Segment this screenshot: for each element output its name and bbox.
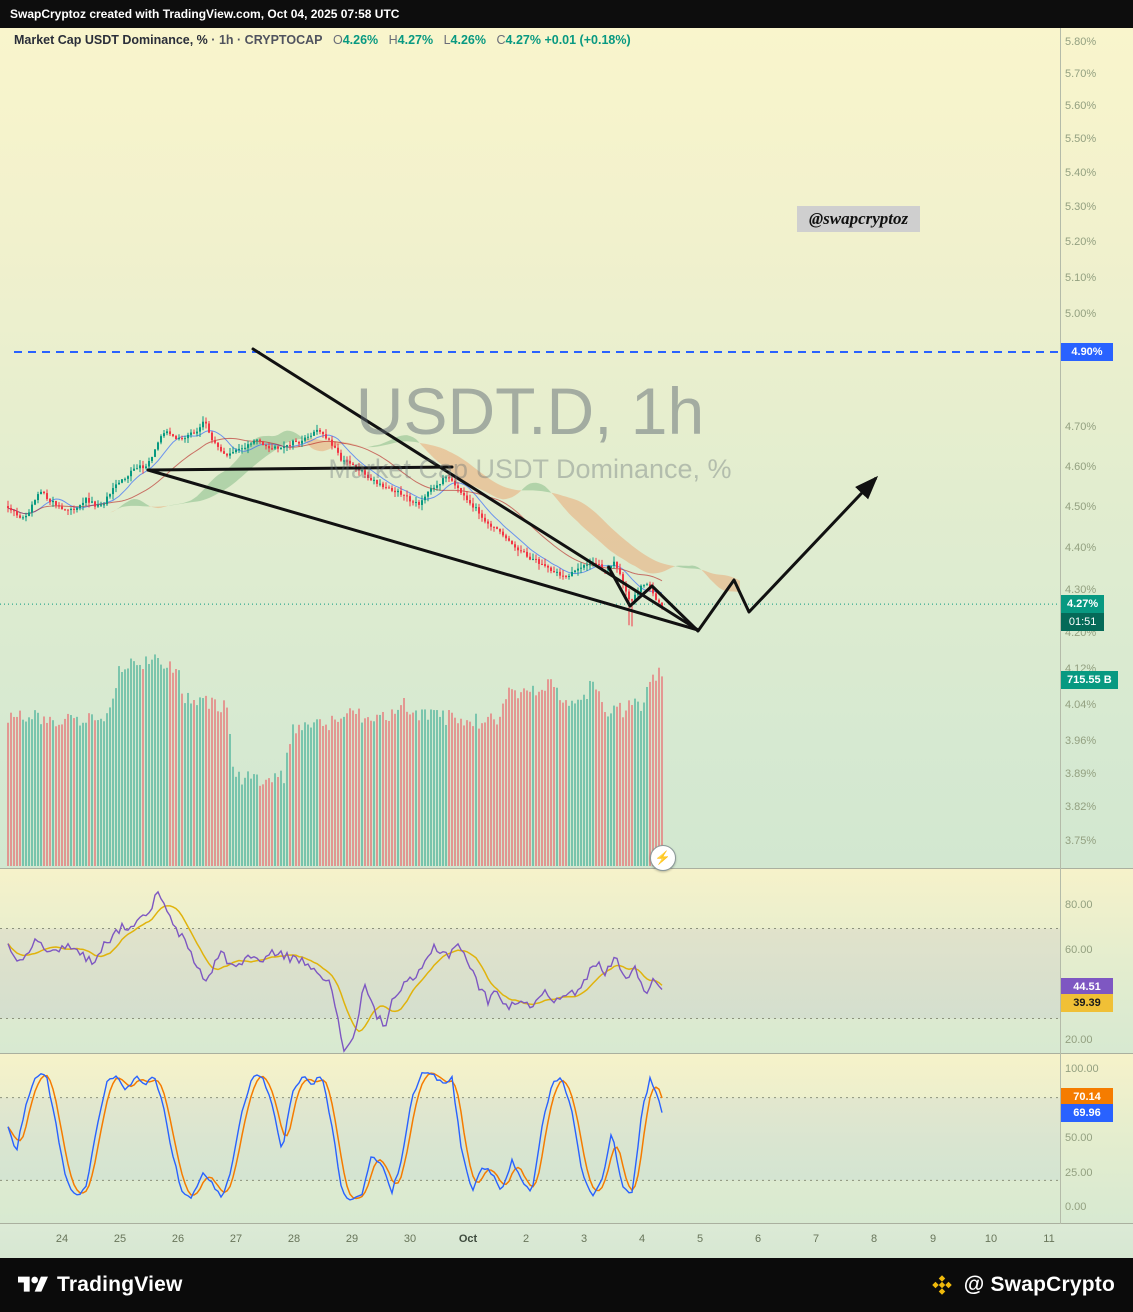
stoch-axis-label: 50.00 (1065, 1132, 1093, 1144)
author-credit: @ SwapCrypto (929, 1272, 1115, 1298)
main-pane-background (0, 28, 1133, 869)
rsi-axis-label: 20.00 (1065, 1034, 1093, 1046)
time-axis-label: 25 (113, 1233, 127, 1245)
rsi-axis-label: 60.00 (1065, 944, 1093, 956)
price-axis-label: 3.75% (1065, 835, 1097, 848)
author-credit-label: @ SwapCrypto (963, 1273, 1115, 1296)
stoch-k-value-badge: 69.96 (1061, 1104, 1113, 1122)
export-header-bar: SwapCryptoz created with TradingView.com… (0, 0, 1133, 28)
symbol-title[interactable]: Market Cap USDT Dominance, % (14, 33, 208, 47)
time-axis-label: 7 (812, 1233, 820, 1245)
price-axis-label: 4.04% (1065, 698, 1097, 711)
rsi-axis-label: 80.00 (1065, 899, 1093, 911)
time-axis-label: Oct (458, 1233, 478, 1245)
time-axis-label: 3 (580, 1233, 588, 1245)
time-axis-background[interactable] (0, 1224, 1133, 1258)
price-axis-label: 5.20% (1065, 236, 1097, 249)
tradingview-brand[interactable]: TradingView (18, 1273, 183, 1297)
exchange-label: CRYPTOCAP (244, 33, 323, 47)
price-axis-label: 5.70% (1065, 67, 1097, 80)
price-axis-label: 3.89% (1065, 767, 1097, 780)
stoch-axis-label: 25.00 (1065, 1166, 1093, 1179)
time-axis-label: 27 (229, 1233, 243, 1245)
price-axis-label: 4.30% (1065, 584, 1097, 597)
rsi-ma-value-badge: 39.39 (1061, 994, 1113, 1012)
time-axis-label: 28 (287, 1233, 301, 1245)
last-price-badge: 4.27% 01:51 (1061, 595, 1105, 631)
chart-legend[interactable]: Market Cap USDT Dominance, % · 1h · CRYP… (14, 33, 631, 47)
time-axis-label: 4 (638, 1233, 646, 1245)
price-axis-label: 3.82% (1065, 801, 1097, 814)
rsi-pane-background (0, 869, 1133, 1054)
price-axis-label: 4.60% (1065, 460, 1097, 473)
low-label: L (443, 33, 451, 47)
time-axis-label: 29 (345, 1233, 359, 1245)
price-axis-label: 4.40% (1065, 542, 1097, 555)
binance-logo-icon (932, 1275, 952, 1295)
price-axis-label: 4.50% (1065, 501, 1097, 513)
author-handle-label: @swapcryptoz (797, 206, 921, 232)
bar-countdown: 01:51 (1061, 613, 1105, 631)
price-axis-label: 5.10% (1065, 271, 1097, 284)
open-label: O (332, 33, 343, 47)
open-value: 4.26% (342, 33, 379, 47)
tradingview-logo-icon (18, 1276, 48, 1292)
low-value: 4.26% (450, 33, 486, 47)
time-axis-label: 6 (754, 1233, 762, 1245)
time-axis-label: 5 (696, 1233, 704, 1245)
price-axis-label: 5.00% (1065, 307, 1097, 320)
price-axis-label: 4.70% (1065, 421, 1097, 434)
time-axis-label: 26 (171, 1233, 185, 1245)
price-axis-label: 5.30% (1065, 201, 1097, 214)
change-value: +0.01 (+0.18%) (544, 33, 631, 47)
price-axis-label: 5.80% (1065, 36, 1097, 49)
price-axis-label: 5.40% (1065, 166, 1097, 179)
interval-label[interactable]: 1h (218, 33, 234, 47)
time-axis-label: 9 (929, 1233, 937, 1245)
time-axis-label: 30 (403, 1233, 417, 1245)
close-label: C (496, 33, 506, 47)
price-axis-label: 3.96% (1065, 735, 1097, 748)
volume-badge: 715.55 B (1061, 671, 1118, 689)
time-axis-label: 8 (870, 1233, 878, 1245)
tradingview-brand-label[interactable]: TradingView (57, 1273, 183, 1296)
stoch-axis-label: 0.00 (1065, 1201, 1087, 1213)
last-price-value: 4.27% (1067, 598, 1099, 610)
close-value: 4.27% (505, 33, 541, 47)
time-axis-label: 10 (984, 1233, 998, 1245)
high-label: H (388, 33, 398, 47)
price-axis-label: 5.50% (1065, 133, 1097, 146)
stoch-axis-label: 100.00 (1065, 1063, 1099, 1075)
footer-bar: TradingView @ SwapCrypto (0, 1258, 1133, 1312)
time-axis-label: 24 (55, 1233, 69, 1245)
export-title: SwapCryptoz created with TradingView.com… (10, 7, 400, 21)
time-axis-label: 2 (522, 1233, 530, 1245)
quick-action-lightning-button[interactable]: ⚡ (650, 845, 676, 871)
rsi-value-badge: 44.51 (1061, 978, 1113, 996)
high-value: 4.27% (397, 33, 434, 47)
time-axis-label: 11 (1043, 1233, 1055, 1245)
stoch-d-value-badge: 70.14 (1061, 1088, 1113, 1106)
price-axis-label: 5.60% (1065, 100, 1097, 113)
resistance-price-badge: 4.90% (1061, 343, 1113, 361)
